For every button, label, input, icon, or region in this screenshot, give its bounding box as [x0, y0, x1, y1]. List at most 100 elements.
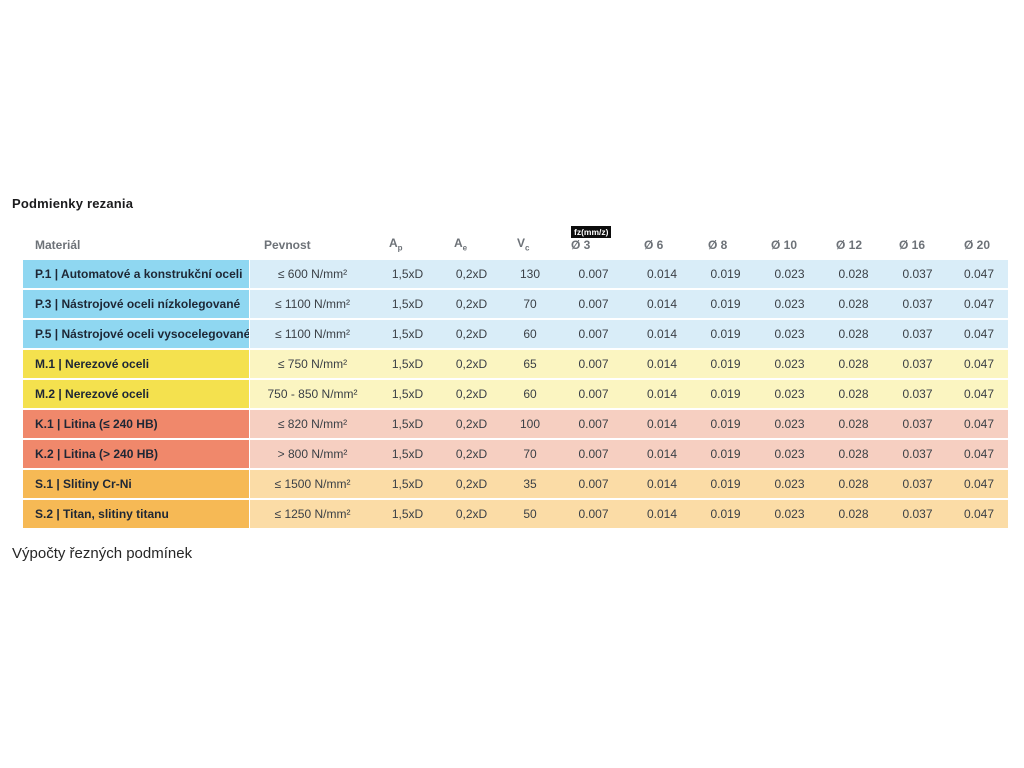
material-cell: S.1 | Slitiny Cr-Ni [23, 470, 250, 498]
fz-cell-d12: 0.028 [822, 290, 885, 318]
fz-cell-d10: 0.023 [757, 260, 822, 288]
material-cell: K.1 | Litina (≤ 240 HB) [23, 410, 250, 438]
ap-cell: 1,5xD [375, 470, 440, 498]
fz-cell-d16: 0.037 [885, 500, 950, 528]
fz-cell-d20: 0.047 [950, 440, 1008, 468]
table-row: S.2 | Titan, slitiny titanu ≤ 1250 N/mm² 1… [23, 500, 1008, 528]
column-header-material: Materiál [23, 222, 250, 258]
column-header-pevnost: Pevnost [250, 222, 375, 258]
strength-cell: > 800 N/mm² [250, 440, 375, 468]
ae-subscript: e [462, 243, 468, 252]
fz-cell-d12: 0.028 [822, 470, 885, 498]
fz-cell-d6: 0.014 [630, 410, 694, 438]
fz-cell-d20: 0.047 [950, 470, 1008, 498]
material-cell: S.2 | Titan, slitiny titanu [23, 500, 250, 528]
cutting-conditions-table: Materiál Pevnost Ap Ae Vc fz(mm/z) Ø 3 Ø … [23, 220, 1008, 530]
material-cell: M.2 | Nerezové oceli [23, 380, 250, 408]
column-header-vc: Vc [503, 222, 557, 258]
fz-cell-d3: 0.007 [557, 290, 630, 318]
vc-subscript: c [525, 243, 530, 252]
material-cell: P.3 | Nástrojové oceli nízkolegované [23, 290, 250, 318]
column-header-d6: Ø 6 [630, 222, 694, 258]
fz-cell-d16: 0.037 [885, 470, 950, 498]
fz-cell-d6: 0.014 [630, 380, 694, 408]
fz-cell-d12: 0.028 [822, 350, 885, 378]
table-header-row: Materiál Pevnost Ap Ae Vc fz(mm/z) Ø 3 Ø … [23, 222, 1008, 258]
fz-cell-d6: 0.014 [630, 440, 694, 468]
fz-cell-d20: 0.047 [950, 410, 1008, 438]
ap-cell: 1,5xD [375, 350, 440, 378]
strength-cell: ≤ 1100 N/mm² [250, 320, 375, 348]
ap-cell: 1,5xD [375, 320, 440, 348]
fz-cell-d20: 0.047 [950, 320, 1008, 348]
d3-label: Ø 3 [571, 238, 591, 252]
ap-cell: 1,5xD [375, 290, 440, 318]
fz-cell-d10: 0.023 [757, 500, 822, 528]
fz-cell-d12: 0.028 [822, 410, 885, 438]
fz-cell-d3: 0.007 [557, 260, 630, 288]
material-cell: P.5 | Nástrojové oceli vysocelegované [23, 320, 250, 348]
ae-cell: 0,2xD [440, 500, 503, 528]
ae-cell: 0,2xD [440, 290, 503, 318]
table-row: P.5 | Nástrojové oceli vysocelegované ≤ 1… [23, 320, 1008, 348]
fz-cell-d6: 0.014 [630, 470, 694, 498]
material-cell: K.2 | Litina (> 240 HB) [23, 440, 250, 468]
fz-cell-d12: 0.028 [822, 320, 885, 348]
vc-cell: 60 [503, 380, 557, 408]
cutting-calculations-text: Výpočty řezných podmínek [12, 545, 193, 562]
strength-cell: ≤ 820 N/mm² [250, 410, 375, 438]
fz-cell-d16: 0.037 [885, 380, 950, 408]
fz-unit-badge: fz(mm/z) [571, 226, 612, 239]
column-header-d10: Ø 10 [757, 222, 822, 258]
fz-cell-d12: 0.028 [822, 380, 885, 408]
material-cell: P.1 | Automatové a konstrukční oceli [23, 260, 250, 288]
fz-cell-d6: 0.014 [630, 350, 694, 378]
vc-cell: 130 [503, 260, 557, 288]
fz-cell-d6: 0.014 [630, 290, 694, 318]
fz-cell-d12: 0.028 [822, 440, 885, 468]
ap-label: A [389, 235, 398, 250]
vc-cell: 60 [503, 320, 557, 348]
fz-cell-d6: 0.014 [630, 320, 694, 348]
fz-cell-d3: 0.007 [557, 410, 630, 438]
vc-cell: 50 [503, 500, 557, 528]
ae-cell: 0,2xD [440, 350, 503, 378]
fz-cell-d8: 0.019 [694, 380, 757, 408]
column-header-d8: Ø 8 [694, 222, 757, 258]
fz-cell-d16: 0.037 [885, 440, 950, 468]
fz-cell-d10: 0.023 [757, 470, 822, 498]
fz-cell-d20: 0.047 [950, 350, 1008, 378]
vc-cell: 65 [503, 350, 557, 378]
column-header-d16: Ø 16 [885, 222, 950, 258]
vc-label: V [517, 235, 526, 250]
strength-cell: ≤ 1250 N/mm² [250, 500, 375, 528]
material-cell: M.1 | Nerezové oceli [23, 350, 250, 378]
table-row: K.1 | Litina (≤ 240 HB) ≤ 820 N/mm² 1,5xD 0… [23, 410, 1008, 438]
ae-cell: 0,2xD [440, 380, 503, 408]
fz-cell-d3: 0.007 [557, 440, 630, 468]
fz-cell-d16: 0.037 [885, 410, 950, 438]
ae-cell: 0,2xD [440, 440, 503, 468]
ap-cell: 1,5xD [375, 260, 440, 288]
fz-cell-d3: 0.007 [557, 320, 630, 348]
ae-label: A [454, 235, 463, 250]
fz-cell-d12: 0.028 [822, 260, 885, 288]
fz-cell-d8: 0.019 [694, 320, 757, 348]
fz-cell-d10: 0.023 [757, 290, 822, 318]
fz-cell-d10: 0.023 [757, 380, 822, 408]
vc-cell: 35 [503, 470, 557, 498]
column-header-d12: Ø 12 [822, 222, 885, 258]
ae-cell: 0,2xD [440, 470, 503, 498]
column-header-d20: Ø 20 [950, 222, 1008, 258]
fz-cell-d10: 0.023 [757, 410, 822, 438]
strength-cell: ≤ 750 N/mm² [250, 350, 375, 378]
ap-cell: 1,5xD [375, 410, 440, 438]
table-row: M.2 | Nerezové oceli 750 - 850 N/mm² 1,5xD… [23, 380, 1008, 408]
column-header-d3: fz(mm/z) Ø 3 [557, 222, 630, 258]
page-title: Podmienky rezania [12, 196, 134, 211]
fz-cell-d3: 0.007 [557, 380, 630, 408]
fz-cell-d8: 0.019 [694, 350, 757, 378]
fz-cell-d3: 0.007 [557, 350, 630, 378]
table-row: K.2 | Litina (> 240 HB) > 800 N/mm² 1,5xD 0… [23, 440, 1008, 468]
fz-cell-d16: 0.037 [885, 290, 950, 318]
